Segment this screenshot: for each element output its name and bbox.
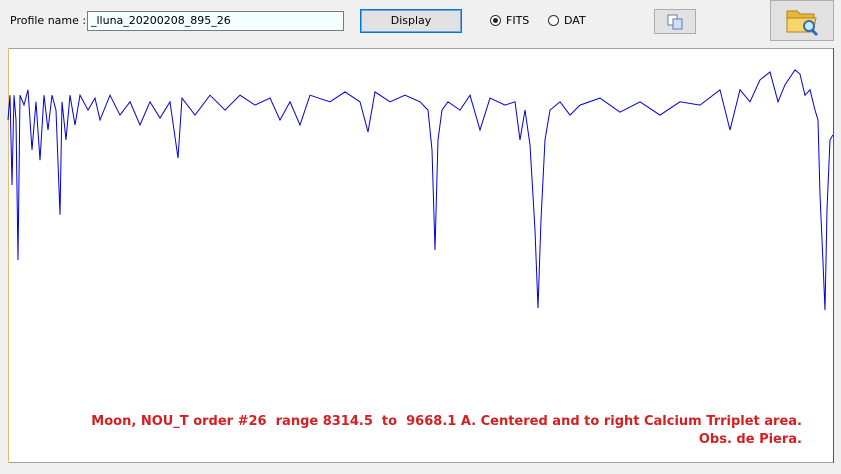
copy-button[interactable] — [654, 9, 696, 34]
folder-icon — [786, 10, 819, 37]
radio-label: DAT — [564, 14, 586, 27]
copy-icon — [667, 14, 683, 30]
display-button[interactable]: Display — [360, 9, 462, 33]
radio-fits[interactable]: FITS — [490, 14, 529, 27]
annotation: Moon, NOU_T order #26 range 8314.5 to 96… — [91, 414, 802, 429]
spectrum-line — [7, 69, 834, 311]
radio-dat[interactable]: DAT — [548, 14, 586, 27]
radio-dot — [490, 15, 501, 26]
radio-dot — [548, 15, 559, 26]
radio-label: FITS — [506, 14, 530, 27]
annotation: Obs. de Piera. — [699, 432, 802, 447]
plot-area — [8, 48, 834, 463]
profile-label: Profile name : — [10, 14, 87, 27]
profile-input[interactable]: _lluna_20200208_895_26 — [87, 11, 344, 31]
open-folder-button[interactable] — [770, 0, 834, 41]
